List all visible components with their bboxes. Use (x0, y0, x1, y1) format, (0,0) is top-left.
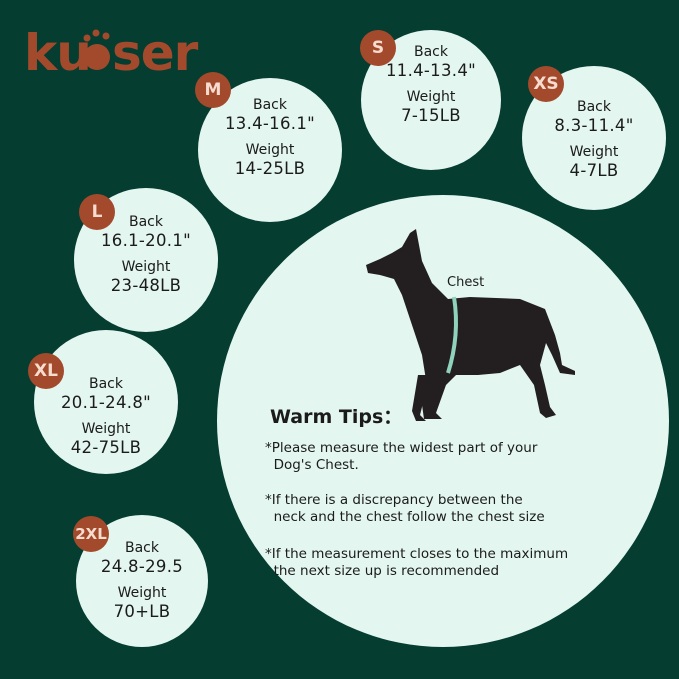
weight-label: Weight (406, 89, 456, 105)
weight-label: Weight (117, 585, 167, 601)
back-value: 13.4-16.1" (224, 114, 316, 133)
tip-item: *If the measurement closes to the maximu… (265, 546, 569, 579)
size-badge-2xl: 2XL (73, 516, 109, 552)
weight-label: Weight (245, 142, 295, 158)
size-card-2xl: Back 24.8-29.5 Weight 70+LB (76, 515, 208, 647)
dog-silhouette-icon (366, 229, 575, 421)
weight-value: 23-48LB (110, 276, 182, 295)
back-label: Back (414, 44, 448, 60)
back-label: Back (253, 97, 287, 113)
size-badge-s: S (360, 30, 396, 66)
weight-value: 70+LB (113, 602, 171, 621)
back-label: Back (125, 540, 159, 556)
weight-label: Weight (569, 144, 619, 160)
weight-value: 42-75LB (70, 438, 142, 457)
size-badge-l: L (79, 194, 115, 230)
tip-item: *Please measure the widest part of your … (265, 440, 538, 473)
back-value: 24.8-29.5 (100, 557, 184, 576)
weight-label: Weight (81, 421, 131, 437)
back-value: 8.3-11.4" (554, 116, 634, 135)
size-card-xl: Back 20.1-24.8" Weight 42-75LB (34, 330, 178, 474)
tip-item: *If there is a discrepancy between the n… (265, 492, 545, 525)
back-value: 20.1-24.8" (60, 393, 152, 412)
size-badge-xl: XL (28, 353, 64, 389)
size-badge-xs: XS (528, 66, 564, 102)
svg-text:ser: ser (112, 26, 199, 76)
weight-value: 7-15LB (401, 106, 461, 125)
back-label: Back (129, 214, 163, 230)
brand-logo: ku ser (24, 24, 200, 82)
back-label: Back (89, 376, 123, 392)
chest-label: Chest (447, 275, 485, 290)
back-value: 16.1-20.1" (100, 231, 192, 250)
weight-value: 4-7LB (569, 161, 619, 180)
back-label: Back (577, 99, 611, 115)
back-value: 11.4-13.4" (385, 61, 477, 80)
weight-label: Weight (121, 259, 171, 275)
weight-value: 14-25LB (234, 159, 306, 178)
measurement-panel (217, 195, 669, 647)
size-badge-m: M (195, 72, 231, 108)
tips-title: Warm Tips： (270, 406, 403, 428)
svg-text:ku: ku (24, 26, 91, 76)
